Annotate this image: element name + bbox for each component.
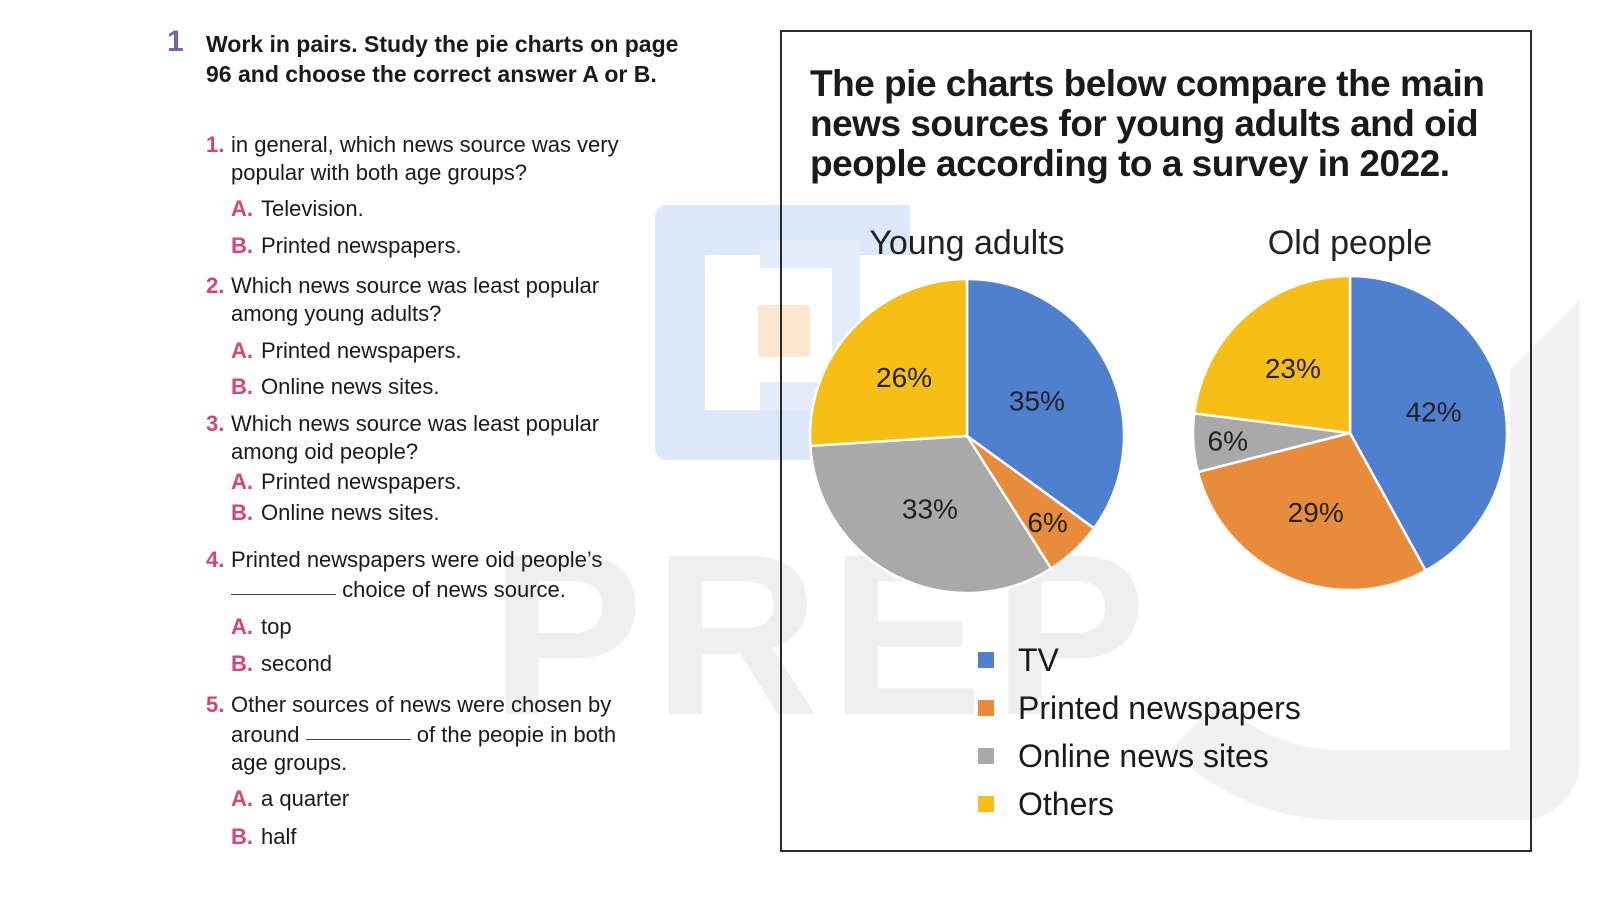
pie-slice [1196, 431, 1428, 592]
chart-legend: TV Printed newspapers Online news sites Oth… [978, 636, 1301, 828]
legend-item: TV [978, 636, 1301, 684]
answer-option[interactable]: A. Printed newspapers. [231, 337, 462, 365]
option-text: a quarter [261, 786, 350, 811]
pie-slice [965, 277, 1126, 531]
question-1: 1. in general, which news source was very… [206, 131, 686, 187]
chart-title: The pie charts below compare the main ne… [810, 63, 1485, 184]
question-text-continued: age groups. [231, 750, 348, 775]
slice-label: 42% [1406, 397, 1462, 428]
answer-option[interactable]: B. Online news sites. [231, 373, 440, 401]
option-text: Television. [261, 196, 364, 221]
watermark-logo-dot [758, 305, 810, 357]
option-letter: B. [231, 500, 253, 525]
slice-label: 6% [1027, 507, 1067, 538]
option-text: Online news sites. [261, 500, 440, 525]
pie-title: Young adults [869, 224, 1064, 262]
option-letter: A. [231, 786, 253, 811]
slice-label: 33% [902, 494, 958, 525]
answer-option[interactable]: A. Television. [231, 195, 364, 223]
legend-swatch [978, 700, 994, 716]
question-3: 3. Which news source was least popular am… [206, 410, 686, 466]
question-number: 2. [206, 273, 225, 298]
legend-label: Others [1018, 785, 1115, 822]
slice-label: 6% [1208, 426, 1248, 457]
option-text: Online news sites. [261, 374, 440, 399]
answer-blank[interactable] [305, 721, 411, 740]
slice-label: 35% [1009, 385, 1065, 416]
answer-option[interactable]: A. top [231, 613, 292, 641]
legend-label: Online news sites [1018, 737, 1269, 774]
option-text: second [261, 651, 332, 676]
question-5: 5. Other sources of news were chosen by a… [206, 691, 686, 777]
legend-label: TV [1018, 641, 1059, 678]
question-number: 5. [206, 692, 225, 717]
legend-item: Online news sites [978, 732, 1301, 780]
pie-slice [808, 434, 1053, 595]
answer-option[interactable]: A. Printed newspapers. [231, 468, 462, 496]
pie-slice [1192, 274, 1352, 435]
answer-option[interactable]: B. half [231, 823, 296, 851]
legend-label: Printed newspapers [1018, 689, 1301, 726]
option-text: Printed newspapers. [261, 469, 462, 494]
option-letter: B. [231, 233, 253, 258]
question-number: 4. [206, 547, 225, 572]
pie-slice [808, 277, 969, 448]
slice-label: 26% [876, 362, 932, 393]
question-number: 1. [206, 132, 225, 157]
question-text-continued: choice of news source. [342, 577, 566, 602]
option-letter: B. [231, 374, 253, 399]
option-letter: B. [231, 824, 253, 849]
question-text-continued: of the peopie in both [416, 722, 617, 747]
slice-label: 23% [1265, 353, 1321, 384]
answer-blank[interactable] [231, 576, 336, 595]
answer-option[interactable]: A. a quarter [231, 785, 349, 813]
question-text: Other sources of news were chosen by [231, 692, 612, 717]
answer-option[interactable]: B. Online news sites. [231, 499, 440, 527]
question-text: Which news source was least popular amon… [231, 273, 600, 326]
pie-slice [1348, 274, 1509, 573]
question-text-continued: around [231, 722, 300, 747]
question-2: 2. Which news source was least popular am… [206, 272, 686, 328]
pie-title: Old people [1268, 224, 1432, 262]
legend-item: Others [978, 780, 1301, 828]
answer-option[interactable]: B. second [231, 650, 332, 678]
question-text: Printed newspapers were oid people’s [231, 547, 603, 572]
option-text: Printed newspapers. [261, 338, 462, 363]
question-number: 3. [206, 411, 225, 436]
legend-swatch [978, 652, 994, 668]
option-text: half [261, 824, 297, 849]
slice-label: 29% [1288, 497, 1344, 528]
legend-item: Printed newspapers [978, 684, 1301, 732]
option-letter: A. [231, 338, 253, 363]
option-letter: A. [231, 614, 253, 639]
option-text: Printed newspapers. [261, 233, 462, 258]
option-letter: A. [231, 469, 253, 494]
chart-panel [780, 30, 1532, 852]
legend-swatch [978, 796, 994, 812]
question-text: in general, which news source was very p… [231, 132, 619, 185]
exercise-number: 1 [167, 25, 184, 58]
answer-option[interactable]: B. Printed newspapers. [231, 232, 462, 260]
legend-swatch [978, 748, 994, 764]
option-letter: B. [231, 651, 253, 676]
option-text: top [261, 614, 292, 639]
question-4: 4. Printed newspapers were oid people’s c… [206, 546, 686, 604]
question-text: Which news source was least popular amon… [231, 411, 600, 464]
exercise-instruction: Work in pairs. Study the pie charts on p… [206, 31, 679, 87]
option-letter: A. [231, 196, 253, 221]
